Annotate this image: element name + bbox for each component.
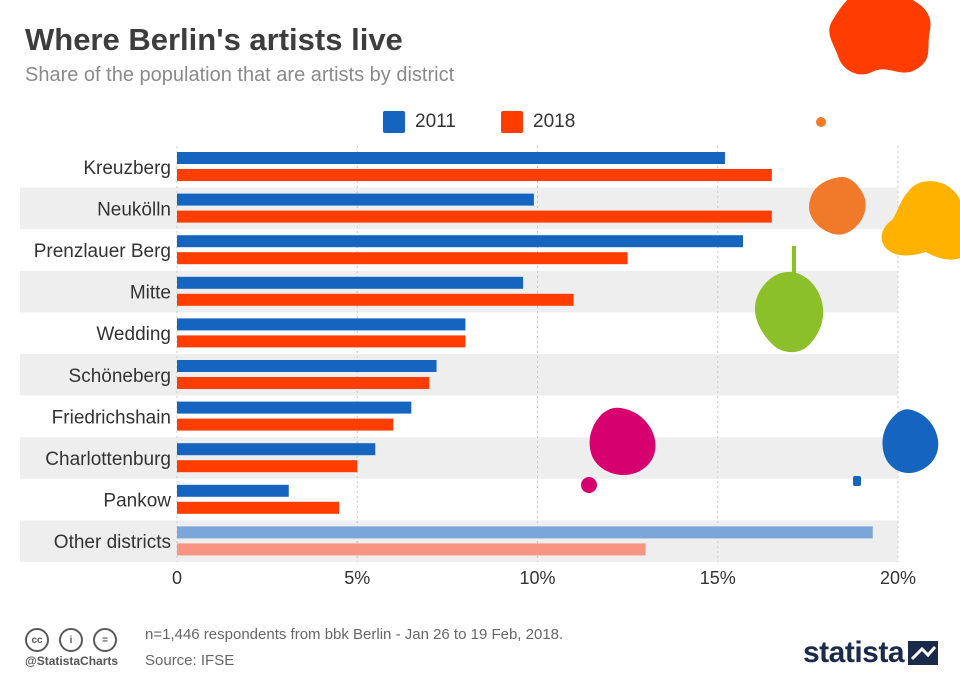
category-label: Prenzlauer Berg xyxy=(34,241,171,262)
no-derivatives-icon[interactable]: = xyxy=(93,628,117,652)
bar-2011 xyxy=(177,276,524,289)
x-tick-label: 5% xyxy=(344,568,370,588)
paint-splashes xyxy=(581,0,960,493)
attribution-icon[interactable]: i xyxy=(59,628,83,652)
bar-2011 xyxy=(177,360,437,372)
category-labels: Kreuzberg Neukölln Prenzlauer Berg Mitte Wed… xyxy=(34,158,172,553)
bar-2018 xyxy=(177,418,394,431)
source-note: Source: IFSE xyxy=(145,652,235,669)
bar-2018 xyxy=(177,501,340,514)
bar-2011 xyxy=(177,401,412,414)
legend-label-2018: 2018 xyxy=(533,111,576,132)
category-label: Wedding xyxy=(96,324,171,345)
twitter-handle[interactable]: @StatistaCharts xyxy=(25,654,119,668)
sample-note: n=1,446 respondents from bbk Berlin - Ja… xyxy=(145,626,564,643)
bar-2011 xyxy=(177,193,534,206)
chart-title: Where Berlin's artists live xyxy=(25,22,403,57)
category-label: Pankow xyxy=(103,491,171,512)
x-tick-label: 20% xyxy=(880,568,916,588)
category-label: Schöneberg xyxy=(69,366,171,387)
category-label: Other districts xyxy=(54,532,171,553)
bar-2018 xyxy=(177,293,574,306)
paint-drop-blue xyxy=(853,476,861,486)
legend-label-2011: 2011 xyxy=(415,111,456,132)
bar-2018 xyxy=(177,377,430,389)
row-band xyxy=(20,354,898,396)
x-tick-label: 0 xyxy=(172,568,182,588)
legend-item-2011: 2011 xyxy=(383,108,456,136)
category-label: Charlottenburg xyxy=(45,449,171,470)
paint-splash-yellow xyxy=(881,181,960,260)
paint-splash-blue xyxy=(882,409,939,474)
bar-2018 xyxy=(177,335,466,348)
statista-logo-icon xyxy=(908,641,939,665)
cc-icon[interactable]: cc xyxy=(25,628,49,652)
bar-2011 xyxy=(177,318,466,331)
bar-2018 xyxy=(177,210,772,223)
legend: 2011 2018 xyxy=(0,108,960,136)
paint-drop-magenta xyxy=(581,477,597,493)
category-label: Mitte xyxy=(130,283,171,304)
legend-swatch-2011 xyxy=(383,111,405,133)
statista-logo-text: statista xyxy=(803,636,905,669)
statista-logo[interactable]: statista xyxy=(803,636,939,670)
category-label: Neukölln xyxy=(97,199,171,220)
category-label: Friedrichshain xyxy=(52,407,171,428)
paint-drop-orange xyxy=(816,117,826,127)
bars xyxy=(177,152,873,556)
paint-splash-red xyxy=(829,0,931,75)
x-tick-label: 10% xyxy=(519,568,555,588)
bar-2018 xyxy=(177,169,772,181)
paint-splash-green xyxy=(754,271,824,353)
bar-chart: Kreuzberg Neukölln Prenzlauer Berg Mitte Wed… xyxy=(20,0,960,588)
chart-subtitle: Share of the population that are artists… xyxy=(25,64,455,86)
bar-2011 xyxy=(177,235,743,248)
bar-2018 xyxy=(177,543,646,556)
paint-drip-green xyxy=(792,246,796,276)
x-tick-label: 15% xyxy=(700,568,736,588)
row-band xyxy=(20,437,898,479)
tick-labels: 0 5% 10% 15% 20% xyxy=(172,568,916,588)
bar-2018 xyxy=(177,252,628,265)
category-label: Kreuzberg xyxy=(83,158,171,179)
footer: cc i = @StatistaCharts n=1,446 responden… xyxy=(0,616,960,684)
bar-2018 xyxy=(177,460,358,473)
legend-item-2018: 2018 xyxy=(501,108,575,136)
bar-2011 xyxy=(177,152,725,164)
paint-splash-magenta xyxy=(589,407,656,476)
bar-2011 xyxy=(177,443,376,456)
paint-splash-orange xyxy=(809,176,866,235)
bar-2011 xyxy=(177,526,873,539)
bar-2011 xyxy=(177,484,289,497)
legend-swatch-2018 xyxy=(501,111,523,133)
